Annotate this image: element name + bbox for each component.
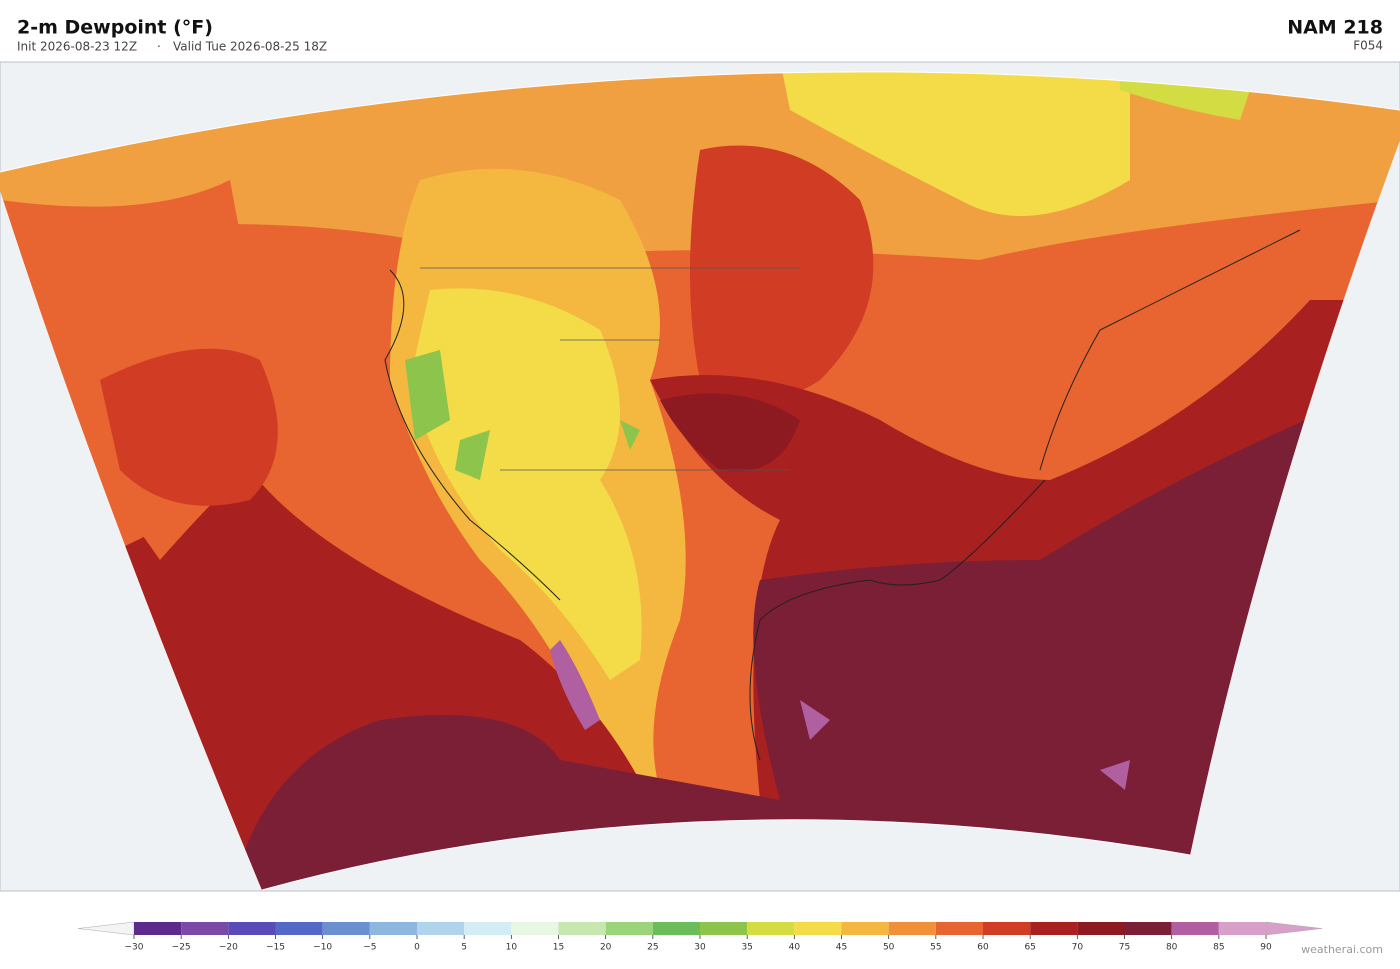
colorbar-tick-label: 60 <box>977 943 989 953</box>
colorbar-swatch <box>464 922 512 935</box>
colorbar-swatch <box>652 922 700 935</box>
colorbar-tick-label: 55 <box>930 943 941 953</box>
borders <box>420 267 800 471</box>
colorbar-tick-label: −25 <box>172 943 191 953</box>
colorbar-tick-label: 65 <box>1024 943 1035 953</box>
colorbar-tick-label: 40 <box>789 943 801 953</box>
colorbar-swatch <box>983 922 1031 935</box>
colorbar-swatch <box>417 922 465 935</box>
colorbar-tick-label: 15 <box>553 943 564 953</box>
colorbar-tick-label: 35 <box>741 943 752 953</box>
domain-edge <box>0 71 1400 891</box>
colorbar-tick-label: 0 <box>414 943 420 953</box>
colorbar-tick-label: −20 <box>219 943 238 953</box>
init-time: Init 2026-08-23 12Z <box>17 40 137 54</box>
colorbar-tick-label: −30 <box>125 943 144 953</box>
colorbar-swatch <box>1030 922 1078 935</box>
colorbar-under <box>77 921 135 936</box>
colorbar-tick-label: 70 <box>1072 943 1084 953</box>
colorbar-swatch <box>558 922 606 935</box>
colorbar-swatch <box>1218 922 1266 935</box>
colorbar-tick-label: 50 <box>883 943 895 953</box>
colorbar-tick-label: 80 <box>1166 943 1178 953</box>
valid-time: Valid Tue 2026-08-25 18Z <box>173 40 327 54</box>
colorbar-swatch <box>605 922 653 935</box>
colorbar-swatch <box>841 922 889 935</box>
colorbar-swatch <box>1171 922 1219 935</box>
colorbar-swatch <box>322 922 370 935</box>
colorbar-swatch <box>181 922 229 935</box>
colorbar-tick-label: 25 <box>647 943 658 953</box>
colorbar-tick-label: −5 <box>363 943 376 953</box>
colorbar-tick-label: 85 <box>1213 943 1224 953</box>
colorbar-tick-label: 90 <box>1260 943 1272 953</box>
colorbar-swatch <box>511 922 559 935</box>
credit: weatherai.com <box>1301 943 1383 956</box>
colorbar-swatch <box>369 922 417 935</box>
colorbar-swatch <box>228 922 276 935</box>
colorbar-swatch <box>275 922 323 935</box>
colorbar-tick-label: −15 <box>266 943 285 953</box>
colorbar-swatch <box>1077 922 1125 935</box>
colorbar-tick-label: 45 <box>836 943 847 953</box>
colorbar-over <box>1265 921 1323 936</box>
colorbar-swatch <box>747 922 795 935</box>
coastline <box>384 229 1301 761</box>
colorbar-swatch <box>935 922 983 935</box>
colorbar-tick-label: 5 <box>461 943 467 953</box>
dewpoint-field <box>0 71 1400 891</box>
colorbar-swatch <box>888 922 936 935</box>
colorbar-tick-label: 10 <box>506 943 518 953</box>
colorbar-swatch <box>794 922 842 935</box>
colorbar-tick-label: 30 <box>694 943 706 953</box>
colorbar-tick-label: 20 <box>600 943 612 953</box>
separator: · <box>157 40 161 54</box>
colorbar-tick-label: 75 <box>1119 943 1130 953</box>
colorbar-tick-label: −10 <box>313 943 332 953</box>
title: 2-m Dewpoint (°F) <box>17 17 213 39</box>
model-name: NAM 218 <box>1287 17 1383 39</box>
colorbar: −30 −25 −20 −15 −10 −5 0 5 10 15 20 25 30 35 40 45 50 55 6… <box>77 921 1323 953</box>
colorbar-swatch <box>1124 922 1172 935</box>
forecast-hour: F054 <box>1353 39 1383 53</box>
colorbar-swatch <box>700 922 748 935</box>
colorbar-swatch <box>134 922 182 935</box>
